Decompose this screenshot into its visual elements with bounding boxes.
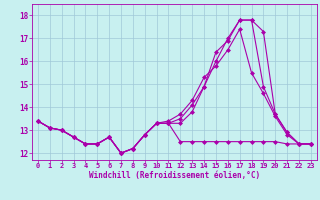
X-axis label: Windchill (Refroidissement éolien,°C): Windchill (Refroidissement éolien,°C)	[89, 171, 260, 180]
